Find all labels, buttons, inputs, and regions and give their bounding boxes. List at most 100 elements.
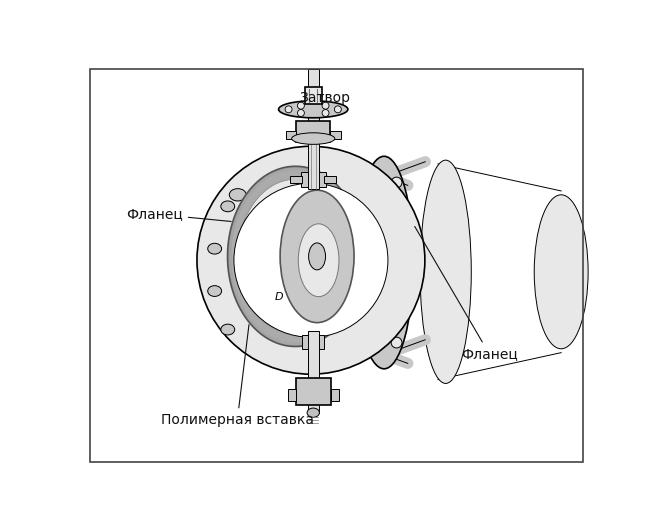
Polygon shape bbox=[256, 184, 261, 194]
Polygon shape bbox=[336, 192, 342, 201]
Polygon shape bbox=[327, 182, 332, 192]
Polygon shape bbox=[348, 219, 356, 225]
Polygon shape bbox=[262, 324, 267, 334]
Polygon shape bbox=[283, 169, 285, 180]
Polygon shape bbox=[333, 188, 339, 198]
Ellipse shape bbox=[279, 101, 348, 118]
Text: Фланец: Фланец bbox=[415, 227, 518, 361]
Polygon shape bbox=[318, 328, 322, 338]
Polygon shape bbox=[336, 311, 343, 320]
Circle shape bbox=[366, 337, 377, 348]
Polygon shape bbox=[247, 309, 254, 318]
Polygon shape bbox=[296, 168, 297, 179]
Polygon shape bbox=[270, 174, 274, 185]
Polygon shape bbox=[266, 326, 271, 337]
Polygon shape bbox=[232, 229, 240, 234]
Polygon shape bbox=[232, 230, 240, 235]
FancyBboxPatch shape bbox=[330, 131, 341, 138]
Polygon shape bbox=[312, 330, 316, 341]
Polygon shape bbox=[350, 281, 359, 286]
Polygon shape bbox=[237, 292, 244, 298]
Polygon shape bbox=[345, 209, 353, 216]
Polygon shape bbox=[259, 321, 265, 331]
Polygon shape bbox=[249, 192, 256, 201]
Polygon shape bbox=[350, 282, 358, 288]
Polygon shape bbox=[328, 183, 334, 193]
Polygon shape bbox=[281, 332, 284, 343]
Polygon shape bbox=[241, 301, 248, 309]
Polygon shape bbox=[335, 312, 342, 321]
Polygon shape bbox=[246, 308, 253, 317]
Polygon shape bbox=[309, 332, 312, 342]
Polygon shape bbox=[246, 197, 252, 205]
Polygon shape bbox=[342, 204, 350, 211]
Ellipse shape bbox=[221, 201, 235, 212]
Polygon shape bbox=[346, 211, 353, 218]
Polygon shape bbox=[317, 328, 321, 339]
Polygon shape bbox=[329, 319, 334, 329]
Polygon shape bbox=[311, 171, 315, 182]
Circle shape bbox=[298, 102, 304, 109]
Text: Затвор: Затвор bbox=[300, 91, 350, 105]
Polygon shape bbox=[229, 258, 237, 260]
Polygon shape bbox=[330, 185, 336, 195]
Polygon shape bbox=[229, 264, 238, 267]
Polygon shape bbox=[230, 239, 238, 242]
Polygon shape bbox=[310, 331, 313, 342]
Polygon shape bbox=[251, 314, 257, 323]
Polygon shape bbox=[346, 294, 353, 301]
Polygon shape bbox=[250, 313, 256, 322]
Polygon shape bbox=[231, 271, 238, 276]
Circle shape bbox=[322, 109, 329, 116]
Polygon shape bbox=[307, 169, 310, 180]
Polygon shape bbox=[261, 323, 267, 333]
Polygon shape bbox=[229, 244, 238, 247]
Polygon shape bbox=[338, 197, 346, 205]
Polygon shape bbox=[349, 286, 357, 291]
Circle shape bbox=[334, 106, 342, 113]
Polygon shape bbox=[302, 168, 305, 179]
Polygon shape bbox=[295, 334, 296, 345]
FancyBboxPatch shape bbox=[286, 131, 296, 138]
Polygon shape bbox=[280, 170, 283, 181]
Polygon shape bbox=[351, 228, 359, 234]
Polygon shape bbox=[327, 321, 332, 331]
Polygon shape bbox=[313, 330, 317, 341]
Polygon shape bbox=[272, 173, 276, 184]
Polygon shape bbox=[302, 168, 304, 179]
Polygon shape bbox=[321, 177, 326, 187]
Circle shape bbox=[391, 337, 402, 348]
Polygon shape bbox=[232, 279, 240, 284]
Polygon shape bbox=[337, 194, 344, 203]
Polygon shape bbox=[341, 304, 348, 312]
Polygon shape bbox=[234, 286, 242, 292]
Polygon shape bbox=[229, 246, 238, 248]
Ellipse shape bbox=[420, 160, 471, 383]
Polygon shape bbox=[261, 179, 267, 189]
Polygon shape bbox=[284, 333, 287, 344]
Polygon shape bbox=[244, 198, 252, 207]
Polygon shape bbox=[348, 290, 355, 296]
Polygon shape bbox=[350, 222, 357, 227]
Text: Фланец: Фланец bbox=[126, 207, 231, 221]
Polygon shape bbox=[315, 329, 320, 339]
Polygon shape bbox=[350, 225, 358, 230]
Polygon shape bbox=[340, 198, 346, 206]
Polygon shape bbox=[344, 208, 351, 215]
Polygon shape bbox=[232, 278, 240, 282]
Ellipse shape bbox=[534, 195, 588, 349]
Polygon shape bbox=[347, 292, 354, 299]
Polygon shape bbox=[352, 274, 360, 278]
Polygon shape bbox=[239, 297, 246, 305]
Polygon shape bbox=[237, 294, 244, 300]
Polygon shape bbox=[229, 249, 237, 251]
Polygon shape bbox=[288, 168, 290, 179]
Polygon shape bbox=[251, 189, 258, 199]
Polygon shape bbox=[353, 269, 361, 273]
Polygon shape bbox=[350, 284, 357, 290]
Polygon shape bbox=[229, 261, 237, 263]
Polygon shape bbox=[253, 187, 259, 197]
Polygon shape bbox=[348, 217, 355, 223]
Polygon shape bbox=[239, 208, 246, 215]
Polygon shape bbox=[245, 307, 252, 316]
